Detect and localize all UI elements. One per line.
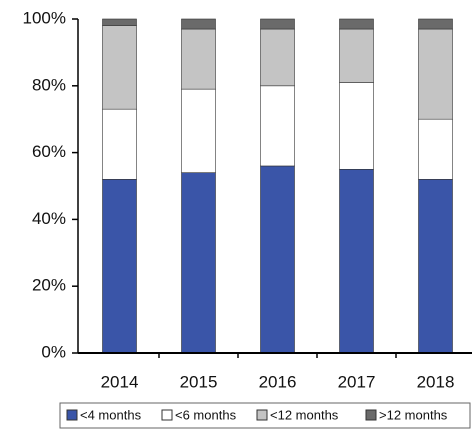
- bar-segment: [102, 179, 137, 354]
- legend-swatch: [161, 409, 173, 421]
- bar-segment: [181, 172, 216, 354]
- y-tick-label: 0%: [41, 342, 66, 361]
- x-tick-label: 2015: [180, 372, 218, 391]
- bar-segment: [181, 88, 216, 173]
- legend-label: <4 months: [80, 407, 142, 422]
- y-tick-label: 80%: [32, 75, 66, 94]
- bar-segment: [339, 169, 374, 354]
- bar-segment: [418, 18, 453, 30]
- bar-segment: [102, 18, 137, 26]
- legend-label: <6 months: [175, 407, 237, 422]
- bar-segment: [260, 28, 295, 87]
- legend-swatch: [365, 409, 377, 421]
- legend-label: >12 months: [379, 407, 448, 422]
- x-tick-label: 2018: [417, 372, 455, 391]
- x-tick-label: 2016: [259, 372, 297, 391]
- bar-segment: [418, 179, 453, 354]
- bar-segment: [181, 18, 216, 30]
- bar-segment: [418, 28, 453, 120]
- bar-segment: [418, 118, 453, 180]
- legend-label: <12 months: [270, 407, 339, 422]
- bar-segment: [339, 18, 374, 30]
- y-tick-label: 40%: [32, 209, 66, 228]
- bar-segment: [102, 25, 137, 110]
- x-tick-label: 2017: [338, 372, 376, 391]
- legend-swatch: [256, 409, 268, 421]
- bar-segment: [339, 28, 374, 83]
- x-tick-label: 2014: [101, 372, 139, 391]
- bar-segment: [260, 165, 295, 354]
- y-tick-label: 100%: [23, 8, 66, 27]
- y-tick-label: 20%: [32, 276, 66, 295]
- y-tick-label: 60%: [32, 142, 66, 161]
- bar-segment: [102, 108, 137, 180]
- bar-segment: [260, 85, 295, 167]
- bar-segment: [181, 28, 216, 90]
- bar-segment: [260, 18, 295, 30]
- bar-segment: [339, 82, 374, 170]
- legend-swatch: [66, 409, 78, 421]
